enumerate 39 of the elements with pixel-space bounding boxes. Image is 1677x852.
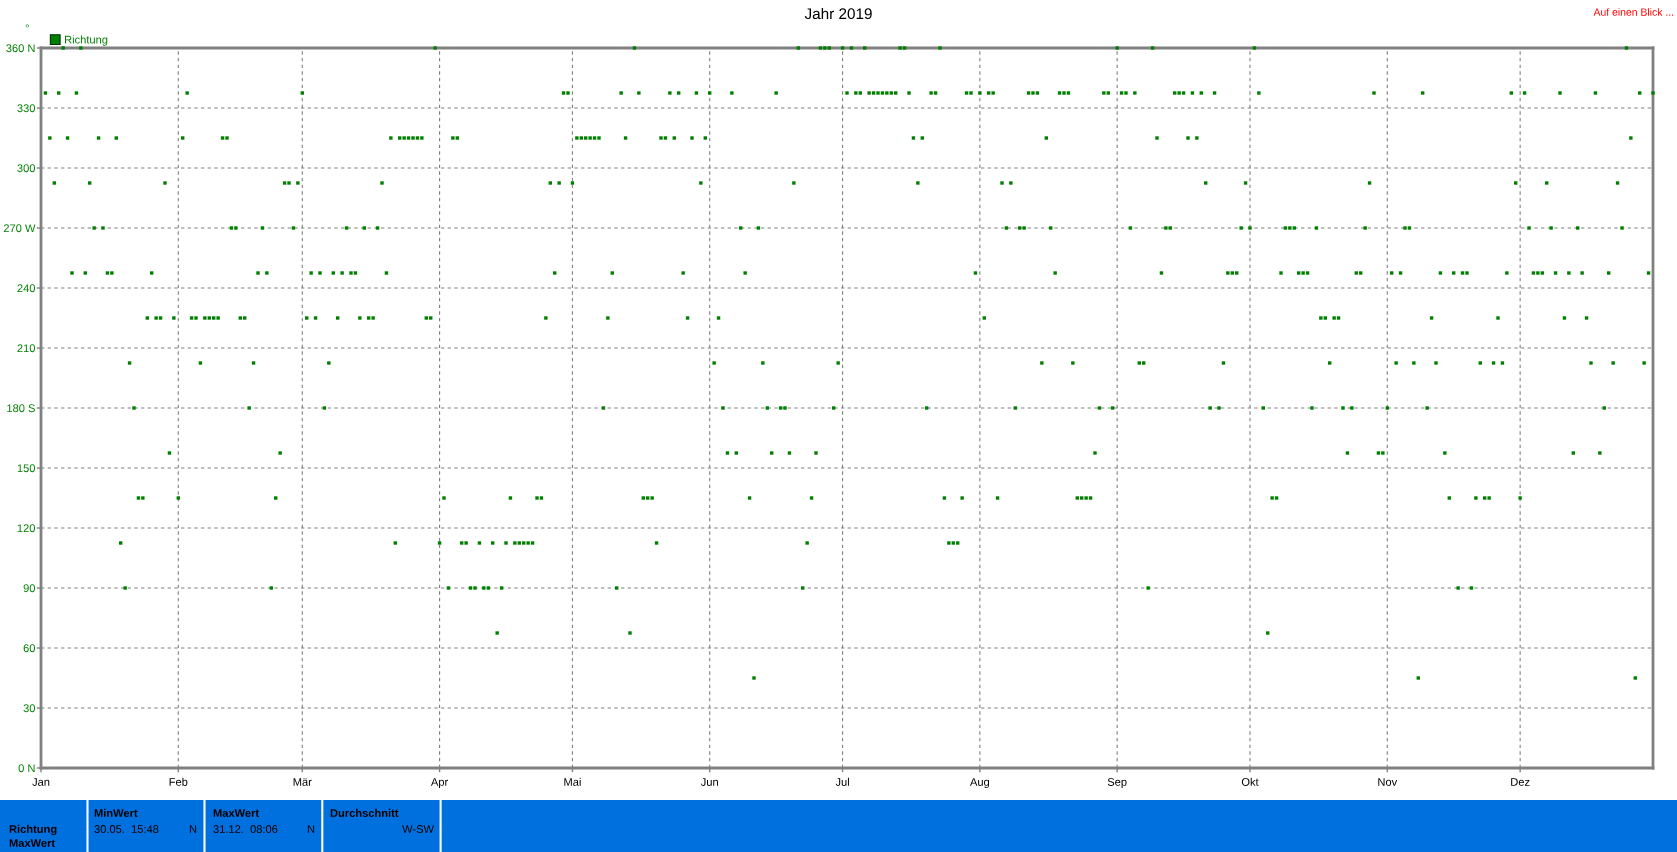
- text: MaxWert: [9, 839, 55, 847]
- text: MaxWert: [213, 809, 259, 817]
- x-tick-label: Jul: [835, 777, 849, 786]
- y-tick-label: 180 S: [7, 404, 35, 413]
- x-tick-label: Apr: [430, 778, 449, 789]
- x-tick-label: Okt: [1241, 777, 1259, 786]
- y-tick-label: 300: [17, 164, 36, 173]
- y-tick-label: 210: [17, 344, 36, 353]
- x-tick-label: Jun: [700, 778, 718, 786]
- text: N: [189, 825, 197, 833]
- text: Richtung: [9, 824, 57, 836]
- y-tick-label: 360 N: [6, 44, 35, 53]
- y-tick-label: 150: [17, 464, 36, 473]
- y-tick-label: 0 N: [18, 764, 35, 773]
- y-tick-label: 240: [17, 284, 36, 293]
- text: Auf einen Blick ...: [1593, 8, 1674, 16]
- legend-label: Richtung: [65, 35, 108, 46]
- x-tick-label: Aug: [970, 778, 990, 789]
- x-tick-label: Sep: [1107, 778, 1127, 789]
- x-tick-label: Mai: [564, 777, 581, 786]
- y-tick-label: 120: [17, 524, 36, 533]
- text: MinWert: [94, 808, 138, 817]
- x-tick-label: Dez: [1511, 778, 1530, 786]
- y-tick-label: 90: [23, 584, 36, 593]
- text: Durchschnitt: [330, 808, 399, 817]
- x-tick-label: Feb: [169, 777, 188, 786]
- text: 31.12. 08:06: [213, 825, 278, 833]
- chart-title: Jahr 2019: [804, 7, 872, 20]
- y-tick-label: 330: [17, 104, 36, 113]
- text: W-SW: [402, 825, 434, 833]
- text: N: [307, 825, 315, 833]
- y-tick-label: 60: [23, 644, 36, 653]
- x-tick-label: Jan: [32, 778, 50, 786]
- x-tick-label: Mär: [293, 778, 312, 786]
- text: 30.05. 15:48: [94, 825, 159, 833]
- y-tick-label: 270 W: [3, 224, 36, 233]
- y-axis-title: °: [25, 24, 29, 28]
- y-tick-label: 30: [23, 704, 36, 713]
- x-tick-label: Nov: [1378, 778, 1398, 786]
